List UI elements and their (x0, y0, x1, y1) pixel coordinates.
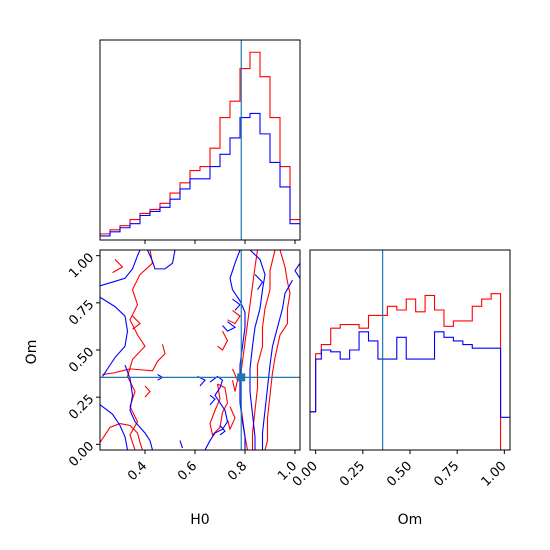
h0-histogram-frame (99, 39, 301, 241)
h0-histogram-series (100, 51, 300, 237)
h0-om-contour-panel: 0.4 0.6 0.8 1.00.000.250.500.751.00 (66, 249, 301, 484)
contour-line-blue (100, 296, 129, 377)
contour-x-tick-label: 0.6 (175, 459, 200, 484)
contour-line-red (100, 423, 144, 450)
contour-line-blue (229, 250, 246, 450)
contour-line-red (227, 309, 241, 325)
contour-line-blue (100, 250, 141, 287)
om-histogram-red-steps (310, 293, 510, 450)
h0-histogram-blue-steps (100, 112, 300, 237)
contour-series (100, 250, 300, 450)
contour-line-blue (204, 375, 229, 450)
contour-line-blue (146, 250, 176, 270)
contour-line-blue (261, 279, 293, 450)
contour-line-red (209, 383, 229, 437)
contour-line-blue (249, 250, 266, 450)
x-axis-label-h0: H0 (190, 512, 209, 528)
contour-line-red (251, 250, 276, 450)
contour-line-blue (209, 394, 216, 406)
y-axis-label-om: Om (24, 340, 40, 365)
contour-line-blue (294, 262, 300, 279)
om-histogram-x-tick-label: 1.00 (479, 459, 510, 490)
contour-line-red (112, 259, 124, 274)
contour-y-tick-label: 0.50 (66, 345, 97, 376)
contour-line-red (264, 250, 291, 450)
om-histogram-panel: 0.00 0.25 0.50 0.75 1.00 (290, 249, 511, 490)
contour-line-blue (222, 321, 237, 332)
om-histogram-series (310, 293, 510, 450)
om-histogram-x-tick-label: 0.25 (337, 459, 368, 490)
h0-histogram-panel (99, 39, 301, 244)
om-histogram-x-tick-label: 0.50 (384, 459, 415, 490)
h0-histogram-red-steps (100, 51, 300, 235)
contour-line-red (231, 368, 239, 392)
contour-line-red (226, 406, 236, 431)
contour-line-red (132, 315, 141, 330)
contour-line-blue (232, 298, 241, 311)
contour-line-blue (124, 364, 154, 450)
contour-y-tick-label: 1.00 (66, 250, 97, 281)
contour-line-blue (219, 425, 226, 436)
om-histogram-blue-steps (310, 331, 510, 418)
contour-y-tick-label: 0.00 (66, 439, 97, 470)
x-axis-label-om: Om (398, 512, 423, 528)
om-histogram-frame (309, 249, 511, 451)
truth-marker (237, 373, 246, 382)
contour-line-blue (179, 440, 184, 449)
contour-line-red (102, 344, 166, 376)
contour-x-tick-label: 0.4 (125, 459, 150, 484)
contour-line-blue (100, 404, 129, 450)
contour-y-tick-label: 0.75 (66, 298, 97, 329)
om-histogram-x-tick-label: 0.75 (431, 459, 462, 490)
contour-line-red (217, 330, 229, 351)
contour-x-tick-label: 0.8 (225, 459, 250, 484)
om-histogram-x-tick-label: 0.00 (290, 459, 321, 490)
contour-line-red (126, 250, 154, 450)
contour-y-tick-label: 0.25 (66, 392, 97, 423)
contour-line-blue (254, 274, 264, 290)
contour-line-red (144, 385, 151, 398)
